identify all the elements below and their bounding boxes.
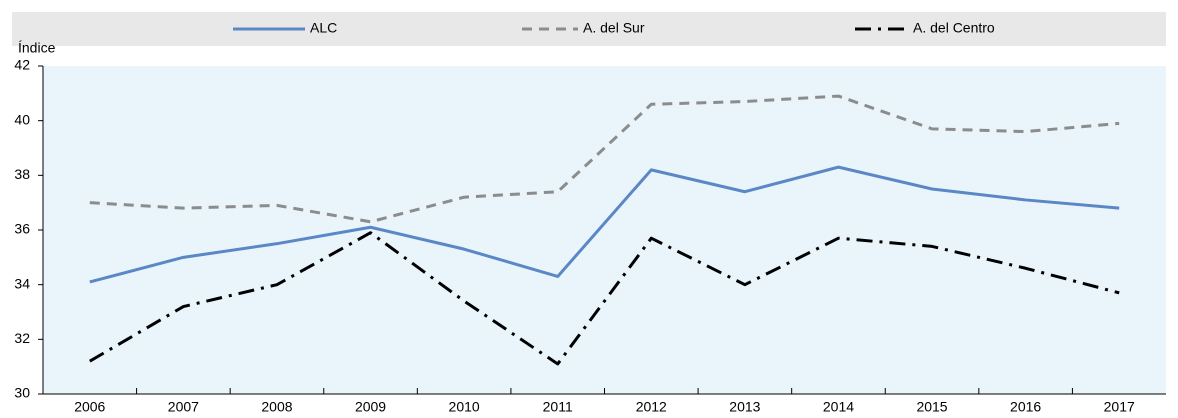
legend-label: A. del Centro [913, 20, 995, 36]
y-tick-label: 30 [14, 385, 30, 401]
x-tick-label: 2015 [916, 399, 947, 415]
x-tick-label: 2017 [1104, 399, 1135, 415]
x-tick-label: 2010 [449, 399, 480, 415]
plot [89, 94, 1120, 366]
series-line [89, 165, 1120, 284]
series-line [89, 94, 1120, 224]
y-tick-label: 38 [14, 166, 30, 182]
y-tick-label: 42 [14, 57, 30, 73]
legend-label: A. del Sur [583, 20, 645, 36]
x-tick-label: 2014 [823, 399, 854, 415]
y-tick-label: 40 [14, 111, 30, 127]
series-line [89, 231, 1120, 366]
x-tick-label: 2008 [261, 399, 292, 415]
legend-background [12, 12, 1166, 46]
x-tick-label: 2013 [729, 399, 760, 415]
x-tick-label: 2009 [355, 399, 386, 415]
x-tick-label: 2012 [636, 399, 667, 415]
x-tick-label: 2016 [1010, 399, 1041, 415]
plot-background [43, 66, 1166, 394]
legend-label: ALC [310, 20, 337, 36]
x-tick-label: 2011 [543, 399, 573, 415]
y-tick-label: 32 [14, 330, 30, 346]
x-tick-label: 2006 [74, 399, 105, 415]
y-tick-label: 34 [14, 275, 30, 291]
y-axis-label: Índice [18, 40, 56, 56]
x-tick-label: 2007 [168, 399, 199, 415]
y-tick-label: 36 [14, 221, 30, 237]
